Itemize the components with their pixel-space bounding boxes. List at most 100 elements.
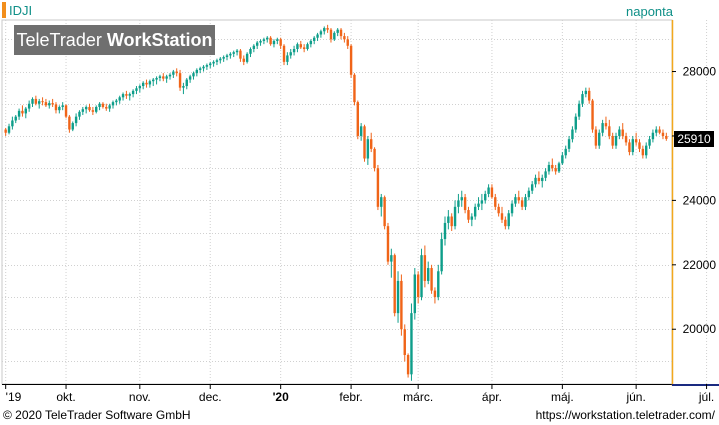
symbol-label[interactable]: IDJI — [9, 3, 33, 18]
candle — [463, 193, 467, 214]
candle — [282, 44, 286, 66]
candle-body — [178, 73, 182, 88]
candle — [437, 264, 440, 301]
candle — [121, 92, 125, 101]
candle — [115, 98, 118, 106]
candle — [255, 40, 259, 49]
x-tick-label: '20 — [273, 390, 290, 404]
y-axis-ticks: 20000 22000 24000 28000 — [672, 65, 716, 336]
candle — [81, 106, 85, 116]
candle-body — [235, 50, 239, 53]
candle-body — [463, 197, 467, 211]
candle-body — [359, 126, 363, 136]
candle-body — [27, 103, 31, 109]
interval-label[interactable]: naponta — [626, 4, 673, 19]
candle-body — [7, 126, 11, 133]
candle — [393, 253, 396, 317]
candle — [78, 110, 81, 120]
candle-body — [480, 200, 484, 204]
candle-body — [38, 101, 41, 104]
candle — [564, 145, 567, 159]
candle — [229, 52, 232, 59]
candle-body — [74, 116, 78, 124]
candle-body — [504, 219, 507, 227]
candle — [101, 102, 105, 109]
candle-body — [168, 74, 172, 77]
candle — [158, 74, 162, 82]
candle — [433, 287, 437, 304]
grid-lines — [2, 20, 708, 384]
candle — [349, 44, 353, 78]
candle — [587, 87, 591, 104]
candle-body — [205, 65, 209, 67]
candle-body — [192, 73, 195, 77]
x-tick-label: nov. — [129, 390, 151, 404]
candle-body — [380, 197, 383, 207]
candle-body — [634, 139, 638, 143]
candle — [11, 116, 14, 130]
candle-body — [353, 74, 356, 103]
candle — [279, 37, 282, 49]
candle-body — [453, 206, 457, 227]
candle-body — [262, 39, 266, 41]
candle — [84, 105, 88, 114]
candle-body — [115, 100, 118, 103]
candle-body — [366, 139, 370, 159]
candle — [155, 76, 158, 85]
candle-body — [121, 94, 125, 98]
candle-body — [101, 103, 105, 107]
candle-body — [172, 71, 175, 75]
candle-body — [24, 108, 28, 114]
candle-body — [343, 36, 346, 40]
candle — [339, 28, 343, 40]
candle — [105, 103, 108, 111]
candle — [152, 77, 155, 87]
candle — [242, 55, 245, 66]
candle-body — [175, 71, 178, 74]
candle — [544, 168, 547, 182]
candle-body — [460, 197, 463, 201]
candle — [38, 98, 41, 109]
candle — [366, 135, 370, 165]
candle-body — [17, 110, 21, 117]
candle — [440, 232, 443, 275]
candle-body — [249, 48, 252, 54]
candle — [346, 36, 349, 49]
x-tick-label: okt. — [56, 390, 75, 404]
candle — [17, 108, 21, 120]
candle — [383, 195, 386, 230]
source-url[interactable]: https://workstation.teletrader.com/ — [535, 408, 715, 422]
candle — [527, 187, 531, 201]
candle — [638, 139, 641, 153]
candle — [44, 98, 48, 107]
candle — [31, 97, 34, 107]
candle-body — [188, 76, 192, 80]
candle — [353, 73, 356, 106]
candle-body — [390, 255, 393, 262]
candle-body — [427, 268, 430, 281]
candle — [225, 53, 229, 61]
candle — [396, 271, 400, 323]
candle-body — [628, 142, 631, 153]
candle-body — [242, 58, 245, 62]
candle-body — [413, 274, 417, 314]
candle — [618, 126, 621, 140]
candle-body — [51, 103, 54, 105]
candle — [219, 57, 222, 64]
candle-body — [155, 77, 158, 80]
candle — [141, 81, 145, 90]
candle-body — [148, 81, 152, 85]
candle-body — [561, 155, 564, 164]
candle — [292, 45, 296, 56]
candle — [631, 135, 634, 156]
candle-body — [81, 109, 85, 112]
candle — [4, 127, 7, 136]
candle-body — [587, 90, 591, 101]
candle — [266, 36, 269, 43]
candle-body — [537, 177, 541, 182]
candle-body — [309, 40, 313, 45]
candle-body — [624, 135, 628, 143]
candle-body — [423, 255, 427, 281]
candle — [24, 106, 28, 119]
